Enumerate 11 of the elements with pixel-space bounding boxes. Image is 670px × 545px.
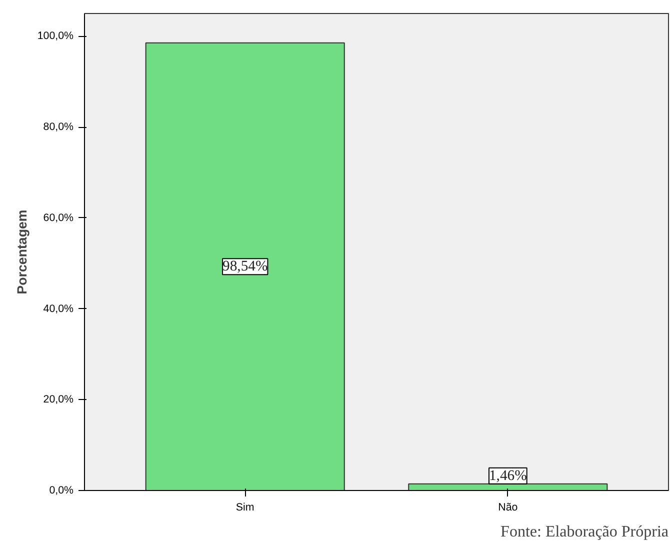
y-axis-title: Porcentagem (14, 210, 30, 294)
y-tick-label: 100,0% (37, 30, 74, 42)
source-note: Fonte: Elaboração Própria (500, 524, 669, 540)
y-tick-label: 80,0% (43, 121, 74, 134)
y-tick-label: 20,0% (43, 394, 74, 406)
y-tick-label: 60,0% (43, 212, 74, 224)
data-label: 1,46% (488, 468, 527, 484)
x-tick-label: Sim (236, 502, 254, 514)
y-tick-label: 40,0% (43, 302, 74, 315)
y-tick-label: 0,0% (49, 484, 74, 496)
x-tick-label: Não (498, 502, 518, 514)
